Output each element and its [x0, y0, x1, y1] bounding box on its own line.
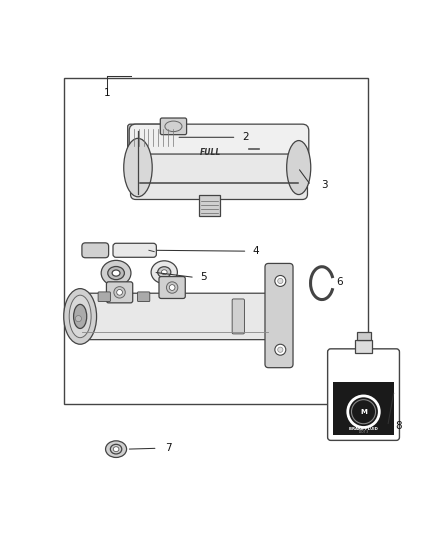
Ellipse shape: [275, 344, 286, 355]
Ellipse shape: [145, 131, 161, 144]
Text: BRAKE FLUID: BRAKE FLUID: [349, 427, 378, 431]
FancyBboxPatch shape: [160, 118, 187, 135]
Ellipse shape: [166, 282, 178, 293]
Text: 1: 1: [104, 88, 111, 99]
Text: 4: 4: [253, 246, 260, 256]
FancyBboxPatch shape: [131, 154, 307, 199]
Ellipse shape: [351, 400, 376, 424]
Ellipse shape: [278, 278, 283, 284]
Ellipse shape: [114, 287, 125, 298]
Ellipse shape: [278, 347, 283, 352]
Bar: [199, 195, 220, 216]
Ellipse shape: [117, 289, 123, 295]
Ellipse shape: [113, 447, 119, 451]
Bar: [64, 78, 368, 405]
FancyBboxPatch shape: [106, 282, 133, 303]
Ellipse shape: [286, 141, 311, 195]
Ellipse shape: [101, 260, 131, 286]
FancyBboxPatch shape: [232, 299, 244, 334]
FancyBboxPatch shape: [159, 277, 185, 298]
FancyBboxPatch shape: [138, 292, 150, 302]
Ellipse shape: [112, 270, 120, 276]
Ellipse shape: [348, 396, 379, 427]
Ellipse shape: [74, 304, 87, 328]
Ellipse shape: [108, 266, 124, 280]
Ellipse shape: [149, 134, 158, 141]
FancyBboxPatch shape: [328, 349, 399, 440]
Text: 5: 5: [200, 272, 207, 282]
Text: 8: 8: [395, 422, 402, 431]
Ellipse shape: [151, 261, 177, 284]
Text: 2: 2: [242, 132, 249, 142]
FancyBboxPatch shape: [73, 293, 278, 340]
FancyBboxPatch shape: [265, 263, 293, 368]
Text: DOT 3: DOT 3: [359, 430, 368, 434]
Ellipse shape: [169, 285, 175, 290]
Ellipse shape: [106, 441, 127, 457]
Bar: [355, 340, 372, 353]
FancyBboxPatch shape: [82, 243, 109, 258]
FancyBboxPatch shape: [98, 292, 110, 302]
Ellipse shape: [110, 445, 122, 454]
FancyBboxPatch shape: [129, 124, 309, 182]
Bar: [333, 382, 394, 435]
Text: 3: 3: [321, 181, 328, 190]
Ellipse shape: [124, 139, 152, 197]
Ellipse shape: [275, 276, 286, 286]
Ellipse shape: [64, 288, 96, 344]
Ellipse shape: [161, 270, 167, 274]
FancyBboxPatch shape: [128, 124, 179, 150]
FancyBboxPatch shape: [113, 243, 156, 257]
Ellipse shape: [158, 266, 171, 278]
Ellipse shape: [69, 295, 91, 338]
Circle shape: [75, 316, 81, 322]
Text: 7: 7: [165, 443, 172, 453]
Bar: [357, 332, 371, 340]
Text: FULL: FULL: [200, 149, 221, 157]
Text: 6: 6: [336, 277, 343, 287]
Text: M: M: [360, 409, 367, 415]
